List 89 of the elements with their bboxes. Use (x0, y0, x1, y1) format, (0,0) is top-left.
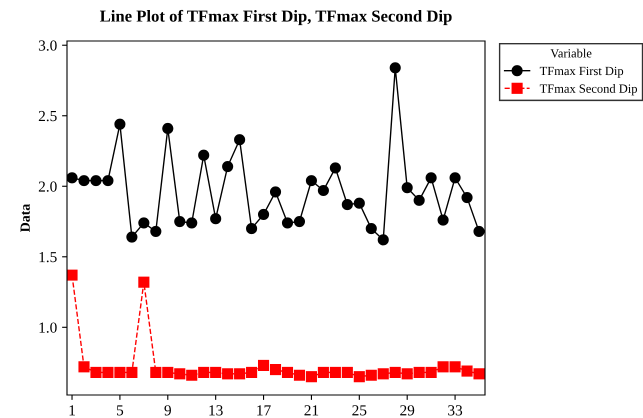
legend-label: TFmax Second Dip (540, 84, 638, 96)
point (246, 223, 258, 234)
point (198, 150, 210, 161)
point (294, 370, 306, 381)
point (114, 118, 126, 130)
x-tick-label: 25 (352, 405, 366, 416)
point (354, 198, 365, 209)
point (186, 370, 198, 381)
chart-title: Line Plot of TFmax First Dip, TFmax Second Dip (100, 10, 452, 26)
point (258, 208, 270, 220)
point (138, 276, 150, 288)
point (426, 366, 437, 378)
point (174, 368, 186, 380)
x-tick-label: 17 (257, 405, 271, 416)
point (78, 175, 90, 186)
point (414, 194, 425, 206)
point (102, 175, 114, 186)
point (150, 366, 162, 378)
point (438, 361, 449, 372)
point (246, 366, 258, 378)
point (366, 370, 377, 381)
y-tick-label: 1.5 (40, 252, 57, 262)
point (378, 368, 389, 380)
point (78, 361, 90, 372)
point (450, 361, 461, 372)
point (90, 366, 102, 378)
point (270, 186, 282, 198)
point (294, 216, 306, 228)
point (330, 162, 341, 174)
x-tick-label: 1 (70, 405, 75, 416)
point (473, 368, 485, 380)
point (402, 368, 413, 380)
legend-title: Variable (550, 48, 592, 58)
point (390, 366, 401, 378)
y-tick-label: 3.0 (38, 40, 57, 51)
point (306, 175, 317, 186)
point (162, 366, 174, 378)
point (210, 213, 222, 224)
point (210, 366, 222, 378)
point (366, 223, 377, 234)
point (342, 366, 353, 378)
point (282, 366, 294, 378)
point (390, 62, 401, 74)
point (318, 184, 329, 196)
point (150, 226, 162, 237)
x-tick-label: 13 (209, 405, 223, 416)
point (162, 122, 174, 134)
point (318, 366, 329, 378)
y-axis-title: Data (20, 204, 30, 232)
legend-label: TFmax First Dip (540, 66, 624, 78)
point (234, 368, 246, 380)
point (402, 182, 413, 194)
point (342, 199, 353, 210)
point (138, 217, 150, 228)
point (67, 172, 78, 184)
point (426, 172, 437, 184)
point (222, 160, 234, 172)
point (198, 366, 210, 378)
point (234, 134, 246, 146)
point (438, 214, 449, 226)
x-tick-label: 5 (116, 405, 124, 416)
point (450, 172, 461, 184)
point (90, 175, 102, 186)
y-tick-label: 1.0 (40, 322, 57, 333)
point (67, 270, 78, 281)
point (414, 366, 425, 378)
point (461, 192, 473, 204)
point (378, 234, 389, 246)
point (126, 231, 138, 243)
point (174, 216, 186, 228)
x-tick-label: 29 (400, 405, 414, 416)
point (270, 364, 282, 376)
point (102, 366, 114, 378)
point (222, 368, 234, 380)
point (258, 360, 270, 371)
point (354, 371, 365, 382)
point (306, 371, 317, 382)
point (473, 226, 485, 237)
point (330, 366, 341, 378)
point (114, 366, 126, 378)
y-tick-label: 2.0 (38, 181, 57, 192)
x-tick-label: 33 (448, 405, 462, 416)
point (186, 217, 198, 228)
point (282, 217, 294, 228)
y-tick-label: 2.5 (38, 110, 57, 122)
point (461, 365, 473, 377)
x-tick-label: 9 (164, 405, 171, 416)
point (126, 366, 138, 378)
x-tick-label: 21 (304, 405, 318, 416)
